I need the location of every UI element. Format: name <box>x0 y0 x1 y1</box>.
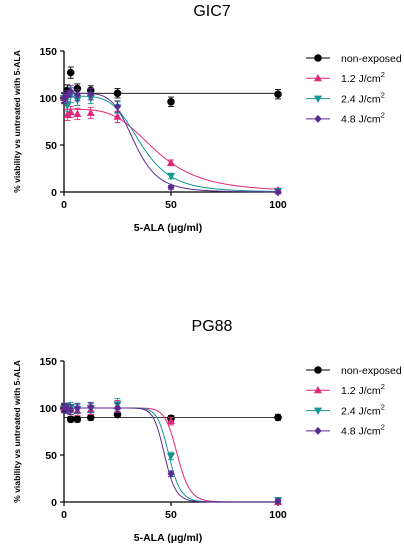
chart-1-point <box>73 91 81 100</box>
chart-2-curve-4 <box>64 407 278 503</box>
chart-1-point <box>66 107 75 116</box>
chart-1-point <box>113 89 122 98</box>
chart-1-point <box>167 173 175 181</box>
chart-2-point <box>167 469 175 478</box>
chart-1-point <box>63 92 71 101</box>
chart-2-x-tick-label: 50 <box>165 509 177 521</box>
chart-2-point <box>167 416 175 425</box>
chart-1: GIC7 0 50 100 150 0 50 100 5-ALA (μg/ml) % viabil… <box>12 3 402 234</box>
chart-1-point <box>274 188 282 196</box>
chart-1-legend-label: 2.4 J/cm2 <box>341 90 385 105</box>
chart-2-x-axis-label: 5-ALA (μg/ml) <box>134 532 202 544</box>
chart-1-legend-label: 1.2 J/cm2 <box>341 70 385 85</box>
chart-1-point <box>113 112 122 120</box>
chart-1-series-1 <box>60 66 282 107</box>
chart-1-y-tick-label: 100 <box>39 93 57 105</box>
chart-2-legend-marker <box>314 407 322 415</box>
chart-1-point <box>60 94 68 102</box>
chart-1-legend-superscript: 2 <box>381 70 385 79</box>
chart-1-y-tick-label: 150 <box>39 46 57 58</box>
chart-1-point <box>67 87 75 96</box>
chart-2-point <box>167 452 175 461</box>
chart-2-y-tick-label: 0 <box>51 497 57 509</box>
chart-1-legend-superscript: 2 <box>381 90 385 99</box>
chart-1-title: GIC7 <box>193 3 230 20</box>
chart-2-x-tick-label: 100 <box>269 509 287 521</box>
chart-1-point <box>87 90 95 99</box>
chart-2-y-axis-label: % viability vs untreated with 5-ALA <box>12 360 22 503</box>
chart-2-title: PG88 <box>192 318 233 335</box>
chart-1-point <box>113 102 122 111</box>
chart-1-y-axis-label: % viability vs untreated with 5-ALA <box>12 50 22 193</box>
chart-1-point <box>274 90 282 99</box>
chart-2-point <box>73 415 82 424</box>
chart-2-point <box>73 404 81 412</box>
chart-2-point <box>113 404 122 412</box>
chart-2-legend-label: 4.8 J/cm2 <box>341 423 385 438</box>
chart-1-legend-marker <box>314 74 322 82</box>
chart-2-legend-marker <box>314 366 322 374</box>
chart-2-legend-label: 1.2 J/cm2 <box>341 382 385 397</box>
chart-2-y-tick-label: 50 <box>45 450 57 462</box>
chart-1-point <box>73 84 82 93</box>
chart-2-y-tick-label: 150 <box>39 356 57 368</box>
chart-1-point <box>86 108 95 117</box>
chart-1-point <box>167 158 175 166</box>
chart-1-x-axis-label: 5-ALA (μg/ml) <box>134 222 202 234</box>
chart-2-legend-superscript: 2 <box>381 423 385 432</box>
chart-1-point <box>167 97 175 106</box>
chart-1-legend-superscript: 2 <box>381 111 385 120</box>
chart-2-x-tick-label: 0 <box>61 509 67 521</box>
chart-1-legend: non-exposed 1.2 J/cm2 2.4 J/cm2 4.8 J/cm2 <box>306 53 402 126</box>
chart-2-legend-superscript: 2 <box>381 382 385 391</box>
chart-2-y-tick-label: 100 <box>39 403 57 415</box>
chart-1-legend-marker <box>314 54 322 62</box>
chart-1-legend-marker <box>314 114 322 123</box>
chart-2-point <box>274 497 282 506</box>
chart-1-x-tick-label: 50 <box>165 199 177 211</box>
chart-2-point <box>67 405 75 414</box>
chart-1-y-tick-label: 0 <box>51 187 57 199</box>
chart-2-series-4 <box>60 401 282 506</box>
chart-2-legend: non-exposed 1.2 J/cm2 2.4 J/cm2 4.8 J/cm2 <box>306 365 402 438</box>
chart-2-legend-marker <box>314 426 322 435</box>
chart-1-x-tick-label: 0 <box>61 199 67 211</box>
chart-1-point <box>167 183 175 192</box>
chart-1-legend-label: non-exposed <box>341 53 402 65</box>
chart-2-legend-label: 2.4 J/cm2 <box>341 402 385 417</box>
chart-2-point <box>66 415 75 424</box>
chart-2-point <box>274 413 282 422</box>
chart-1-y-tick-label: 50 <box>45 140 57 152</box>
chart-1-legend-label: 4.8 J/cm2 <box>341 111 385 126</box>
chart-1-series-4 <box>60 85 282 196</box>
chart-1-legend-marker <box>314 95 322 103</box>
chart-2: PG88 0 50 100 150 0 50 100 5-ALA (μg/ml) % viabil… <box>12 318 402 544</box>
chart-1-x-tick-label: 100 <box>269 199 287 211</box>
chart-2-legend-superscript: 2 <box>381 402 385 411</box>
chart-2-point <box>60 404 68 412</box>
chart-1-point <box>73 109 82 117</box>
chart-2-legend-marker <box>314 386 322 394</box>
chart-1-point <box>63 102 72 110</box>
chart-2-legend-label: non-exposed <box>341 365 402 377</box>
chart-2-point <box>87 403 95 412</box>
chart-1-point <box>66 68 75 77</box>
chart-2-point <box>86 413 95 422</box>
